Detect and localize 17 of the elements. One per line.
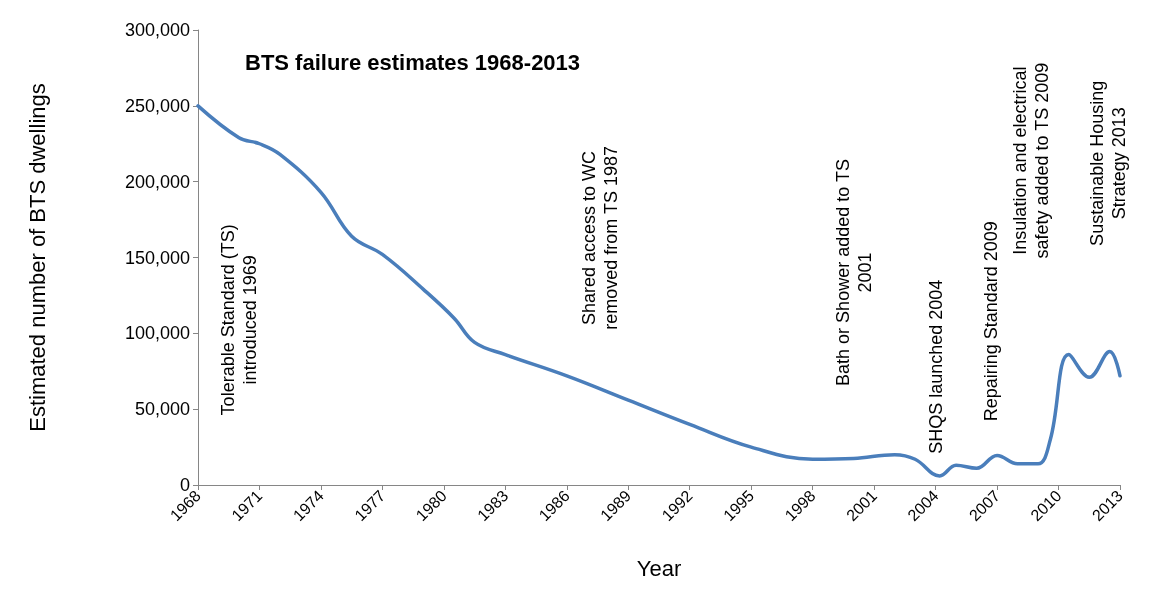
annotation: Tolerable Standard (TS) introduced 1969 bbox=[217, 224, 260, 416]
text: BTS failure estimates 1968-2013 bbox=[245, 49, 581, 75]
y-tick-label: 250,000 bbox=[124, 95, 190, 116]
y-tick-label: 100,000 bbox=[124, 323, 190, 344]
annotation: SHQS launched 2004 bbox=[925, 279, 946, 454]
y-tick-label: 0 bbox=[179, 475, 190, 495]
annotation: Sustainable Housing Strategy 2013 bbox=[1087, 80, 1130, 246]
annotation: Shared access to WC removed from TS 1987 bbox=[578, 146, 621, 330]
y-axis-title: Estimated number of BTS dwellings bbox=[24, 83, 50, 432]
y-tick-label: 150,000 bbox=[124, 247, 190, 268]
annotation: Repairing Standard 2009 bbox=[980, 221, 1001, 422]
y-tick-label: 200,000 bbox=[124, 171, 190, 192]
y-tick-label: 50,000 bbox=[134, 399, 190, 420]
annotation: Insulation and electrical safety added to TS 2009 bbox=[1010, 62, 1053, 259]
y-tick-label: 300,000 bbox=[124, 20, 190, 40]
x-axis-title: Year bbox=[636, 555, 682, 581]
annotation: Bath or Shower added to TS 2001 bbox=[832, 159, 875, 386]
